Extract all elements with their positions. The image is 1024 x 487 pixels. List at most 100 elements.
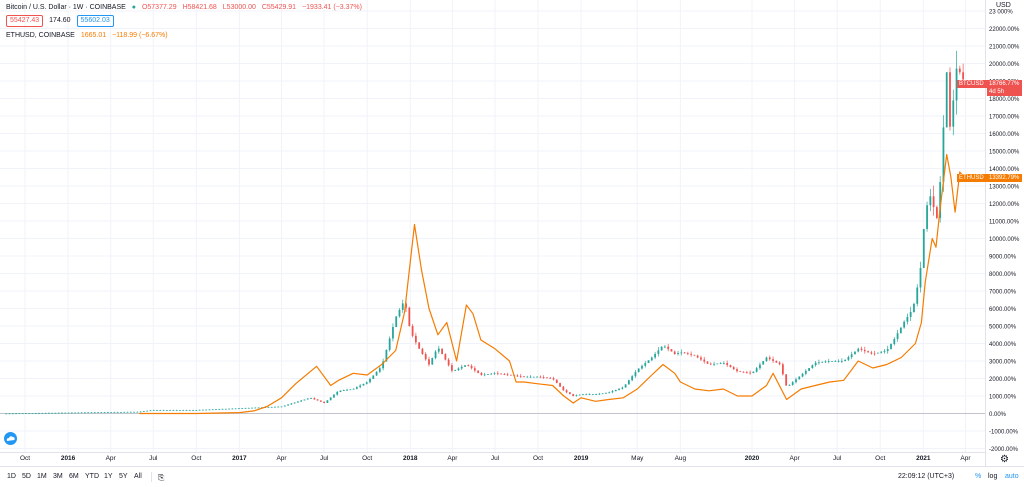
candle-body: [657, 350, 660, 354]
candle-body: [621, 387, 624, 389]
candle-body: [297, 401, 299, 403]
btc-candle: [939, 176, 942, 223]
candle-body: [958, 68, 961, 73]
range-3m[interactable]: 3M: [53, 473, 63, 480]
candle-body: [818, 362, 820, 364]
compare-change: −118.99 (−6.67%): [112, 32, 168, 39]
buy-button[interactable]: 55602.03: [76, 15, 114, 27]
btc-candle: [890, 343, 892, 350]
candle-body: [467, 365, 470, 366]
candle-body: [149, 410, 152, 412]
tradingview-logo[interactable]: [4, 432, 17, 445]
candle-body: [8, 413, 11, 415]
btc-candle: [588, 393, 591, 396]
candle-body: [70, 412, 73, 414]
candle-body: [844, 359, 847, 361]
btc-candle: [523, 376, 525, 378]
candle-body: [487, 374, 489, 375]
compare-symbol[interactable]: ETHUSD, COINBASE: [6, 32, 75, 39]
btc-candle: [372, 375, 375, 379]
btc-candle: [129, 411, 132, 413]
auto-toggle[interactable]: auto: [1005, 473, 1019, 480]
btc-candle: [336, 390, 339, 396]
symbol-title[interactable]: Bitcoin / U.S. Dollar · 1W · COINBASE: [6, 4, 126, 11]
btc-candle: [100, 412, 103, 414]
candle-body: [139, 411, 142, 413]
candle-body: [919, 267, 922, 288]
btc-candle: [270, 406, 273, 408]
btc-candle: [447, 357, 450, 367]
range-ytd[interactable]: YTD: [85, 473, 99, 480]
range-6m[interactable]: 6M: [69, 473, 79, 480]
candle-body: [713, 363, 715, 365]
btc-candle: [611, 389, 614, 394]
btc-candle: [955, 50, 958, 115]
btc-candle: [300, 399, 303, 402]
bar-countdown: 4d 5h: [989, 89, 1005, 95]
btc-candle: [152, 409, 155, 411]
btc-candle: [929, 188, 932, 212]
range-5d[interactable]: 5D: [22, 473, 31, 480]
percent-toggle[interactable]: %: [975, 473, 982, 480]
btc-candle: [18, 413, 21, 415]
x-tick-label: 2019: [574, 455, 589, 462]
btc-candle: [90, 412, 93, 414]
btc-candle: [680, 349, 683, 356]
btc-candle: [713, 361, 715, 366]
btc-candle: [28, 413, 31, 414]
candle-body: [47, 412, 50, 414]
candle-body: [365, 382, 368, 384]
btc-candle: [510, 374, 512, 376]
symbol-legend[interactable]: Bitcoin / U.S. Dollar · 1W · COINBASE ● …: [6, 3, 366, 13]
candle-body: [873, 353, 876, 355]
candle-body: [857, 348, 860, 352]
compare-legend[interactable]: ETHUSD, COINBASE 1665.01 −118.99 (−6.67%…: [6, 31, 172, 41]
candle-body: [323, 401, 326, 403]
candle-body: [352, 388, 355, 390]
y-tick-label: 2000.00%: [989, 377, 1017, 383]
candle-body: [798, 376, 801, 380]
candle-body: [847, 357, 850, 360]
btc-candle: [159, 409, 162, 411]
candle-body: [18, 413, 21, 415]
x-tick-label: 2016: [61, 455, 76, 462]
range-5y[interactable]: 5Y: [119, 473, 128, 480]
btc-candle: [582, 393, 584, 396]
clock[interactable]: 22:09:12 (UTC+3): [898, 473, 955, 480]
cloud-icon: [6, 436, 15, 441]
candle-body: [61, 412, 63, 414]
btc-candle: [935, 205, 938, 220]
btc-candle: [601, 393, 604, 395]
sell-button[interactable]: 55427.43: [6, 15, 44, 27]
range-1y[interactable]: 1Y: [104, 473, 113, 480]
candle-body: [431, 358, 434, 365]
log-toggle[interactable]: log: [988, 473, 998, 480]
range-1m[interactable]: 1M: [37, 473, 47, 480]
candle-body: [637, 368, 640, 373]
candle-body: [496, 373, 499, 375]
candle-body: [726, 363, 729, 366]
range-1d[interactable]: 1D: [7, 473, 16, 480]
candle-body: [722, 363, 725, 364]
candle-body: [575, 395, 578, 397]
goto-date-icon[interactable]: ⎘: [158, 473, 165, 482]
btc-candle: [64, 412, 67, 414]
candle-body: [277, 406, 280, 408]
btc-candle: [516, 374, 519, 377]
range-all[interactable]: All: [134, 473, 142, 480]
candle-body: [159, 410, 162, 411]
candle-body: [447, 359, 450, 366]
candle-body: [552, 378, 555, 380]
settings-gear-icon[interactable]: ⚙: [1000, 454, 1009, 465]
candle-body: [870, 352, 873, 354]
candle-body: [677, 352, 679, 354]
y-tick-label: 7000.00%: [989, 290, 1017, 296]
currency-label[interactable]: USD: [996, 2, 1011, 9]
btc-candle: [464, 365, 466, 367]
candle-body: [942, 127, 945, 183]
candle-body: [215, 409, 217, 411]
candle-body: [15, 413, 18, 415]
btc-candle: [664, 344, 666, 349]
btc-candle: [709, 362, 712, 366]
